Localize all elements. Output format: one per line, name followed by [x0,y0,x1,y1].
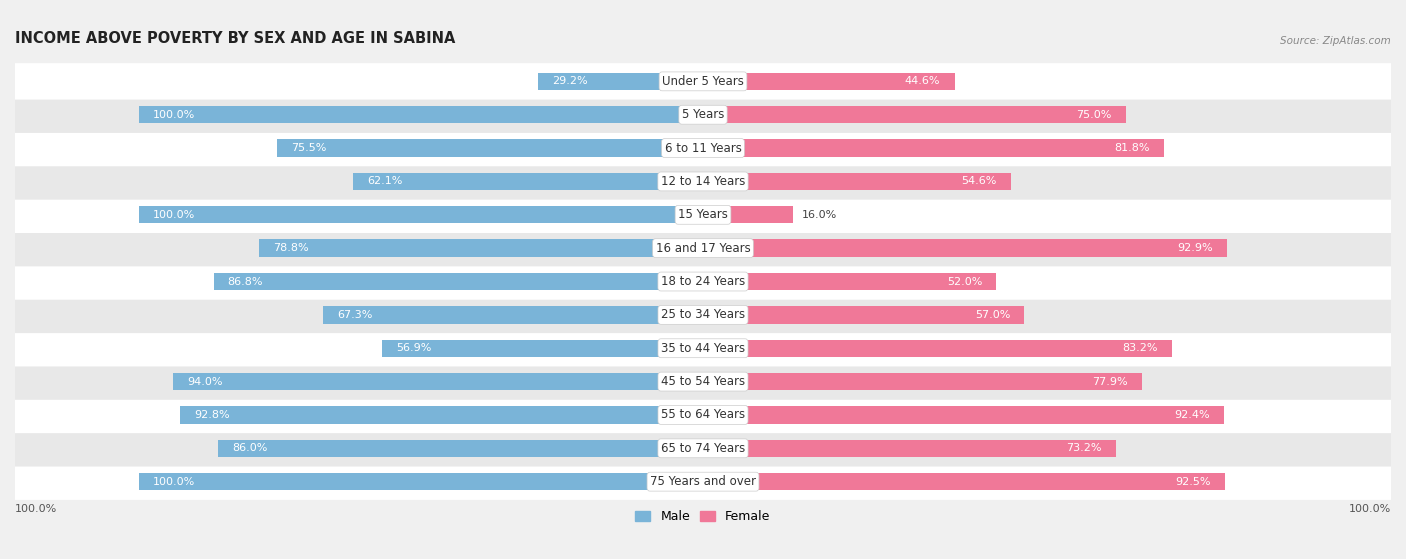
Bar [703,139,1164,157]
Bar [703,173,1011,190]
Bar [703,473,1225,490]
Bar [703,339,1173,357]
Bar [703,239,1227,257]
Text: 57.0%: 57.0% [974,310,1011,320]
Bar [382,339,703,357]
Bar [703,373,1142,390]
FancyBboxPatch shape [15,363,1391,400]
Bar [703,273,997,290]
Text: 44.6%: 44.6% [905,77,941,87]
Text: 16 and 17 Years: 16 and 17 Years [655,241,751,255]
Text: 86.8%: 86.8% [228,277,263,287]
FancyBboxPatch shape [15,63,1391,100]
Text: 77.9%: 77.9% [1092,377,1128,387]
Text: 29.2%: 29.2% [553,77,588,87]
Bar [139,206,703,224]
Bar [353,173,703,190]
FancyBboxPatch shape [15,163,1391,200]
Text: 6 to 11 Years: 6 to 11 Years [665,141,741,155]
Text: 92.4%: 92.4% [1174,410,1211,420]
Text: 15 Years: 15 Years [678,209,728,221]
FancyBboxPatch shape [15,130,1391,166]
Text: 78.8%: 78.8% [273,243,308,253]
Text: 75.5%: 75.5% [291,143,326,153]
FancyBboxPatch shape [15,297,1391,333]
Text: 83.2%: 83.2% [1122,343,1159,353]
Text: 45 to 54 Years: 45 to 54 Years [661,375,745,388]
Text: 75.0%: 75.0% [1077,110,1112,120]
Text: 92.8%: 92.8% [194,410,229,420]
FancyBboxPatch shape [15,463,1391,500]
Bar [703,73,955,90]
Bar [703,406,1225,424]
Text: 52.0%: 52.0% [946,277,983,287]
Bar [323,306,703,324]
Text: 16.0%: 16.0% [801,210,837,220]
Bar [703,106,1126,124]
Bar [139,106,703,124]
Text: 25 to 34 Years: 25 to 34 Years [661,309,745,321]
Text: 100.0%: 100.0% [153,477,195,487]
Text: 55 to 64 Years: 55 to 64 Years [661,409,745,421]
FancyBboxPatch shape [15,397,1391,433]
Text: Under 5 Years: Under 5 Years [662,75,744,88]
Text: 18 to 24 Years: 18 to 24 Years [661,275,745,288]
Text: 62.1%: 62.1% [367,177,402,187]
Bar [139,473,703,490]
Bar [703,206,793,224]
Text: 92.9%: 92.9% [1177,243,1213,253]
Text: 86.0%: 86.0% [232,443,267,453]
Text: 81.8%: 81.8% [1115,143,1150,153]
FancyBboxPatch shape [15,230,1391,267]
Text: 56.9%: 56.9% [396,343,432,353]
Text: 54.6%: 54.6% [962,177,997,187]
Text: Source: ZipAtlas.com: Source: ZipAtlas.com [1281,36,1391,46]
Text: 100.0%: 100.0% [1348,504,1391,514]
Text: 100.0%: 100.0% [153,110,195,120]
FancyBboxPatch shape [15,430,1391,467]
Text: 5 Years: 5 Years [682,108,724,121]
Text: 100.0%: 100.0% [15,504,58,514]
Bar [214,273,703,290]
Text: 94.0%: 94.0% [187,377,222,387]
Text: 12 to 14 Years: 12 to 14 Years [661,175,745,188]
Bar [259,239,703,257]
Bar [703,306,1025,324]
FancyBboxPatch shape [15,97,1391,133]
FancyBboxPatch shape [15,330,1391,367]
Text: INCOME ABOVE POVERTY BY SEX AND AGE IN SABINA: INCOME ABOVE POVERTY BY SEX AND AGE IN S… [15,31,456,46]
Text: 100.0%: 100.0% [153,210,195,220]
Text: 35 to 44 Years: 35 to 44 Years [661,342,745,355]
FancyBboxPatch shape [15,197,1391,233]
Legend: Male, Female: Male, Female [630,505,776,528]
Text: 67.3%: 67.3% [337,310,373,320]
Text: 73.2%: 73.2% [1066,443,1102,453]
Text: 75 Years and over: 75 Years and over [650,475,756,488]
Bar [277,139,703,157]
Bar [173,373,703,390]
Bar [538,73,703,90]
FancyBboxPatch shape [15,263,1391,300]
Text: 92.5%: 92.5% [1175,477,1211,487]
Bar [703,439,1116,457]
Text: 65 to 74 Years: 65 to 74 Years [661,442,745,455]
Bar [180,406,703,424]
Bar [218,439,703,457]
